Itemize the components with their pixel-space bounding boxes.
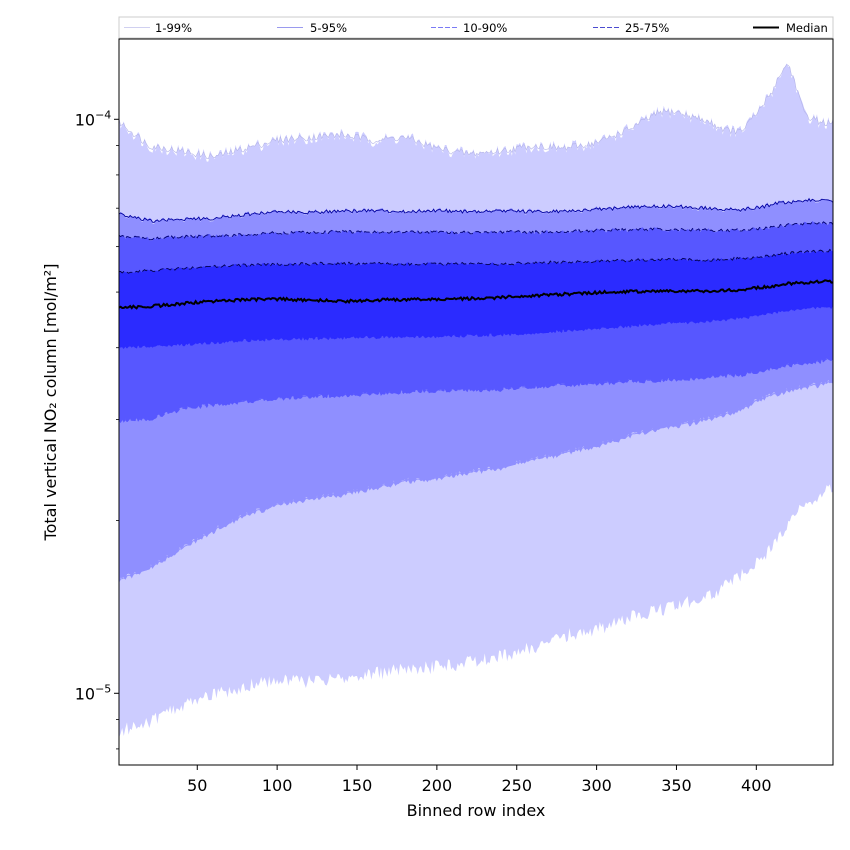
x-tick-label: 150 [342,776,373,795]
legend-item-median: Median [753,21,828,35]
x-tick-label: 300 [581,776,612,795]
x-tick-label: 350 [661,776,692,795]
band-5to95-lower-line [119,381,833,583]
legend-item-1-99: 1-99% [124,21,192,35]
legend-box [118,16,834,39]
band-1to99-upper-line [119,64,833,160]
y-tick-label: 10−5 [75,682,112,703]
y-axis: 10−5 10−4 [75,108,119,750]
x-tick-label: 200 [422,776,453,795]
x-tick-label: 100 [262,776,293,795]
band-25to75-upper-line [119,248,833,274]
y-axis-label: Total vertical NO₂ column [mol/m²] [41,264,60,542]
x-axis: 50 100 150 200 250 300 350 400 [187,765,772,795]
legend: 1-99% 5-95% 10-90% 25-75% Median [118,16,834,39]
legend-item-5-95: 5-95% [277,21,347,35]
x-axis-label: Binned row index [407,801,546,820]
legend-label: 25-75% [625,21,669,35]
percentile-bands [119,63,833,738]
x-tick-label: 400 [741,776,772,795]
band-10to90-upper-line [119,221,833,241]
band-5to95-upper-line [119,197,833,223]
plot-frame [118,38,834,766]
x-tick-label: 250 [501,776,532,795]
legend-label: Median [786,21,828,35]
median-line [119,279,833,310]
legend-label: 1-99% [155,21,192,35]
legend-label: 10-90% [463,21,507,35]
x-tick-label: 50 [187,776,207,795]
percentile-lines [119,64,833,583]
y-tick-label: 10−4 [75,108,112,129]
legend-label: 5-95% [310,21,347,35]
legend-item-10-90: 10-90% [431,21,507,35]
legend-item-25-75: 25-75% [593,21,669,35]
